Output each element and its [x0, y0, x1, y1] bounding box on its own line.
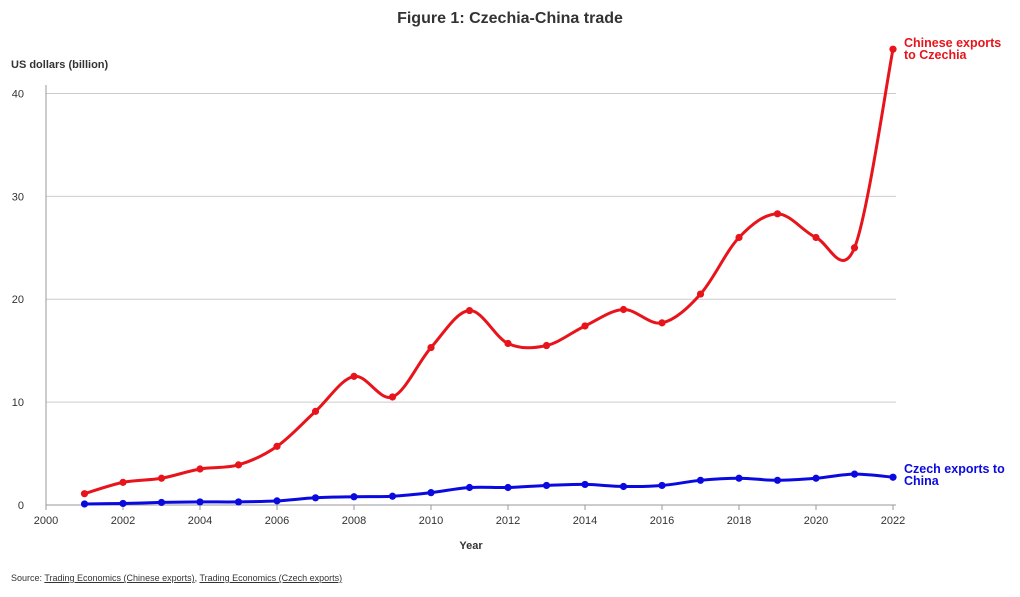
series-line-czech-exports — [84, 472, 894, 506]
data-point-czech-exports — [311, 494, 320, 502]
data-point-czech-exports — [889, 473, 897, 481]
x-axis-label: Year — [459, 540, 483, 552]
data-point-chinese-exports — [773, 210, 782, 218]
y-axis-label: US dollars (billion) — [11, 59, 109, 71]
data-point-chinese-exports — [581, 322, 589, 330]
x-tick-label: 2022 — [881, 515, 905, 527]
series-label-chinese-exports: to Czechia — [904, 48, 968, 62]
data-point-czech-exports — [773, 476, 782, 484]
data-point-czech-exports — [696, 476, 705, 484]
data-point-chinese-exports — [889, 45, 897, 53]
series-layer — [80, 45, 897, 508]
data-point-chinese-exports — [542, 341, 551, 350]
y-tick-label: 0 — [18, 500, 24, 512]
data-point-czech-exports — [812, 474, 820, 482]
data-point-czech-exports — [80, 500, 89, 508]
data-point-czech-exports — [542, 481, 551, 490]
data-point-chinese-exports — [465, 306, 474, 315]
data-point-czech-exports — [581, 480, 589, 489]
data-point-chinese-exports — [735, 233, 743, 242]
data-point-chinese-exports — [234, 461, 243, 469]
data-point-chinese-exports — [658, 319, 666, 327]
data-point-chinese-exports — [350, 372, 358, 380]
data-point-chinese-exports — [504, 339, 512, 348]
source-prefix: Source: — [11, 573, 45, 583]
x-tick-label: 2010 — [419, 515, 443, 527]
data-point-chinese-exports — [196, 465, 204, 473]
data-point-czech-exports — [350, 493, 358, 501]
data-point-chinese-exports — [311, 407, 320, 415]
data-point-czech-exports — [234, 498, 243, 506]
source-note: Source: Trading Economics (Chinese expor… — [11, 573, 342, 583]
data-point-chinese-exports — [850, 244, 859, 252]
x-tick-label: 2004 — [188, 515, 212, 527]
data-point-czech-exports — [157, 498, 166, 507]
data-point-chinese-exports — [696, 290, 705, 298]
x-tick-label: 2012 — [496, 515, 520, 527]
source-separator: , — [194, 573, 200, 583]
x-tick-label: 2006 — [265, 515, 289, 527]
x-tick-label: 2020 — [804, 515, 828, 527]
data-point-chinese-exports — [119, 478, 127, 486]
y-tick-label: 10 — [12, 397, 24, 409]
data-point-czech-exports — [735, 474, 743, 482]
x-tick-label: 2002 — [111, 515, 135, 527]
source-link-czech-exports[interactable]: Trading Economics (Czech exports) — [199, 573, 343, 583]
data-point-chinese-exports — [427, 343, 435, 352]
data-point-chinese-exports — [388, 393, 397, 401]
y-tick-label: 40 — [12, 88, 24, 100]
data-point-chinese-exports — [273, 442, 281, 450]
data-point-czech-exports — [658, 481, 666, 490]
series-label-czech-exports: China — [904, 474, 940, 488]
data-point-czech-exports — [273, 497, 281, 505]
data-point-czech-exports — [465, 483, 474, 492]
data-point-czech-exports — [619, 482, 628, 491]
y-tick-label: 30 — [12, 191, 24, 203]
series-label-czech-exports: Czech exports to — [904, 462, 1005, 476]
chart-title: Figure 1: Czechia-China trade — [397, 10, 623, 27]
data-point-chinese-exports — [157, 474, 166, 482]
data-point-chinese-exports — [812, 233, 820, 242]
x-tick-label: 2014 — [573, 515, 597, 527]
series-line-chinese-exports — [84, 48, 895, 496]
x-tick-label: 2018 — [727, 515, 751, 527]
series-label-chinese-exports: Chinese exports — [904, 36, 1001, 50]
data-point-czech-exports — [388, 492, 397, 500]
x-tick-label: 2008 — [342, 515, 366, 527]
axes: 0 10 20 30 40 2000 2002 2004 2006 2008 2010 2012 201… — [12, 85, 905, 527]
data-point-czech-exports — [504, 483, 512, 492]
y-tick-label: 20 — [12, 294, 24, 306]
source-link-chinese-exports[interactable]: Trading Economics (Chinese exports) — [44, 573, 195, 583]
x-tick-label: 2016 — [650, 515, 674, 527]
gridlines — [46, 92, 896, 403]
data-point-czech-exports — [119, 499, 127, 508]
x-tick-label: 2000 — [34, 515, 58, 527]
data-point-czech-exports — [196, 498, 204, 506]
data-point-czech-exports — [850, 470, 859, 478]
data-point-chinese-exports — [80, 490, 89, 498]
data-point-chinese-exports — [619, 305, 628, 314]
data-point-czech-exports — [427, 489, 435, 497]
